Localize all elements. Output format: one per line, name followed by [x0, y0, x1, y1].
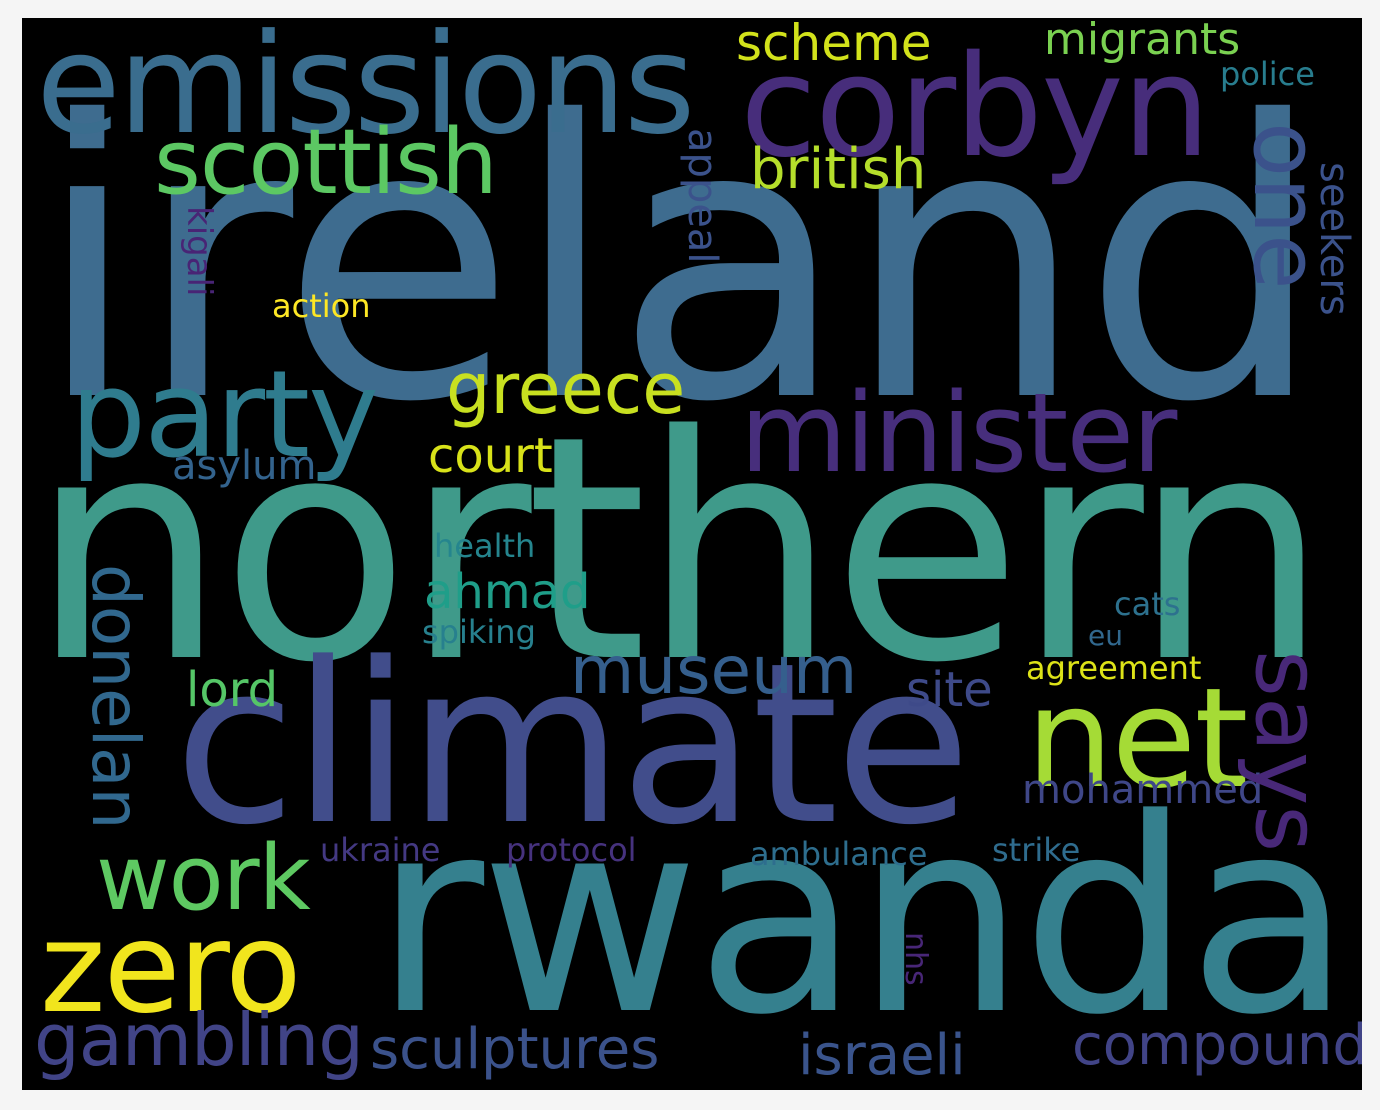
word-corbyn: corbyn	[740, 26, 1211, 189]
word-party: party	[70, 346, 379, 485]
word-museum: museum	[570, 632, 858, 709]
word-kigali: kigali	[179, 206, 219, 297]
word-zero: zero	[40, 896, 302, 1041]
word-climate: climate	[174, 616, 971, 874]
word-emissions: emissions	[36, 18, 696, 165]
word-cloud: ireland northern climate rwanda emission…	[22, 18, 1362, 1090]
word-police: police	[1220, 55, 1315, 93]
word-scottish: scottish	[154, 110, 498, 215]
word-scheme: scheme	[736, 18, 932, 72]
word-ambulance: ambulance	[750, 835, 928, 873]
word-british: british	[750, 137, 927, 202]
word-donelan: donelan	[77, 564, 154, 830]
word-rwanda: rwanda	[374, 762, 1352, 1074]
word-gambling: gambling	[34, 998, 364, 1082]
word-ahmad: ahmad	[424, 564, 591, 620]
word-ukraine: ukraine	[320, 831, 441, 869]
word-greece: greece	[446, 348, 686, 430]
word-eu: eu	[1088, 619, 1123, 652]
word-work: work	[96, 826, 311, 931]
word-israeli: israeli	[798, 1023, 966, 1088]
word-net: net	[1026, 658, 1248, 819]
word-migrants: migrants	[1044, 18, 1241, 65]
word-mohammed: mohammed	[1022, 767, 1264, 813]
word-strike: strike	[992, 831, 1081, 869]
word-agreement: agreement	[1026, 649, 1202, 687]
word-cats: cats	[1114, 585, 1181, 623]
word-lord: lord	[186, 662, 279, 718]
word-compound: compound	[1072, 1013, 1362, 1078]
word-action: action	[272, 287, 371, 325]
word-nhs: nhs	[898, 932, 933, 986]
word-ireland: ireland	[34, 41, 1325, 486]
word-appeal: appeal	[679, 128, 725, 264]
word-site: site	[906, 662, 993, 718]
word-seekers: seekers	[1311, 162, 1357, 316]
word-spiking: spiking	[422, 613, 536, 651]
word-court: court	[428, 428, 553, 484]
word-protocol: protocol	[506, 831, 637, 869]
word-asylum: asylum	[172, 443, 317, 489]
word-minister: minister	[740, 369, 1177, 497]
word-sculptures: sculptures	[370, 1017, 660, 1082]
word-northern: northern	[30, 370, 1329, 731]
word-health: health	[434, 527, 536, 565]
word-says: says	[1235, 650, 1340, 853]
